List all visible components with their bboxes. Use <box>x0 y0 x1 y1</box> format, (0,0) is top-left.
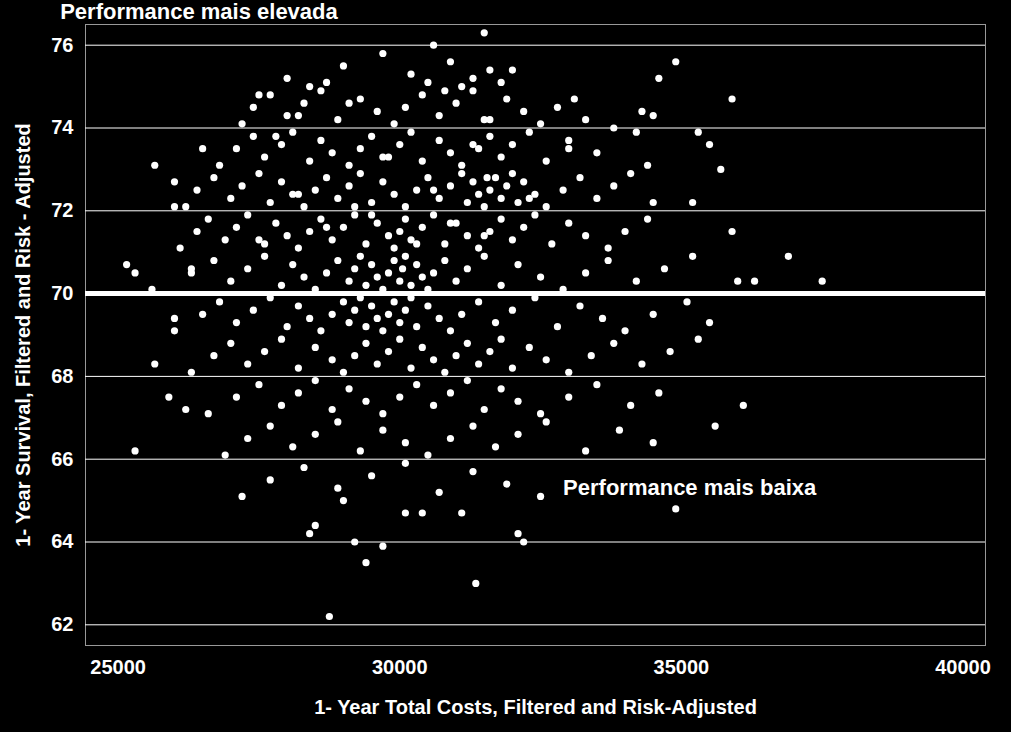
svg-text:62: 62 <box>51 613 73 635</box>
svg-text:25000: 25000 <box>90 656 146 678</box>
svg-text:64: 64 <box>51 530 74 552</box>
svg-text:70: 70 <box>51 282 73 304</box>
svg-text:30000: 30000 <box>372 656 428 678</box>
svg-text:66: 66 <box>51 448 73 470</box>
svg-text:35000: 35000 <box>654 656 710 678</box>
svg-text:68: 68 <box>51 365 73 387</box>
svg-text:74: 74 <box>51 116 74 138</box>
svg-text:1- Year Total Costs, Filtered: 1- Year Total Costs, Filtered and Risk-A… <box>314 696 757 718</box>
svg-text:Performance mais elevada: Performance mais elevada <box>60 0 338 24</box>
svg-text:1- Year Survival, Filtered and: 1- Year Survival, Filtered and Risk - Ad… <box>12 123 34 546</box>
svg-text:72: 72 <box>51 199 73 221</box>
svg-text:40000: 40000 <box>935 656 991 678</box>
svg-text:Performance mais baixa: Performance mais baixa <box>563 475 817 500</box>
svg-text:76: 76 <box>51 34 73 56</box>
